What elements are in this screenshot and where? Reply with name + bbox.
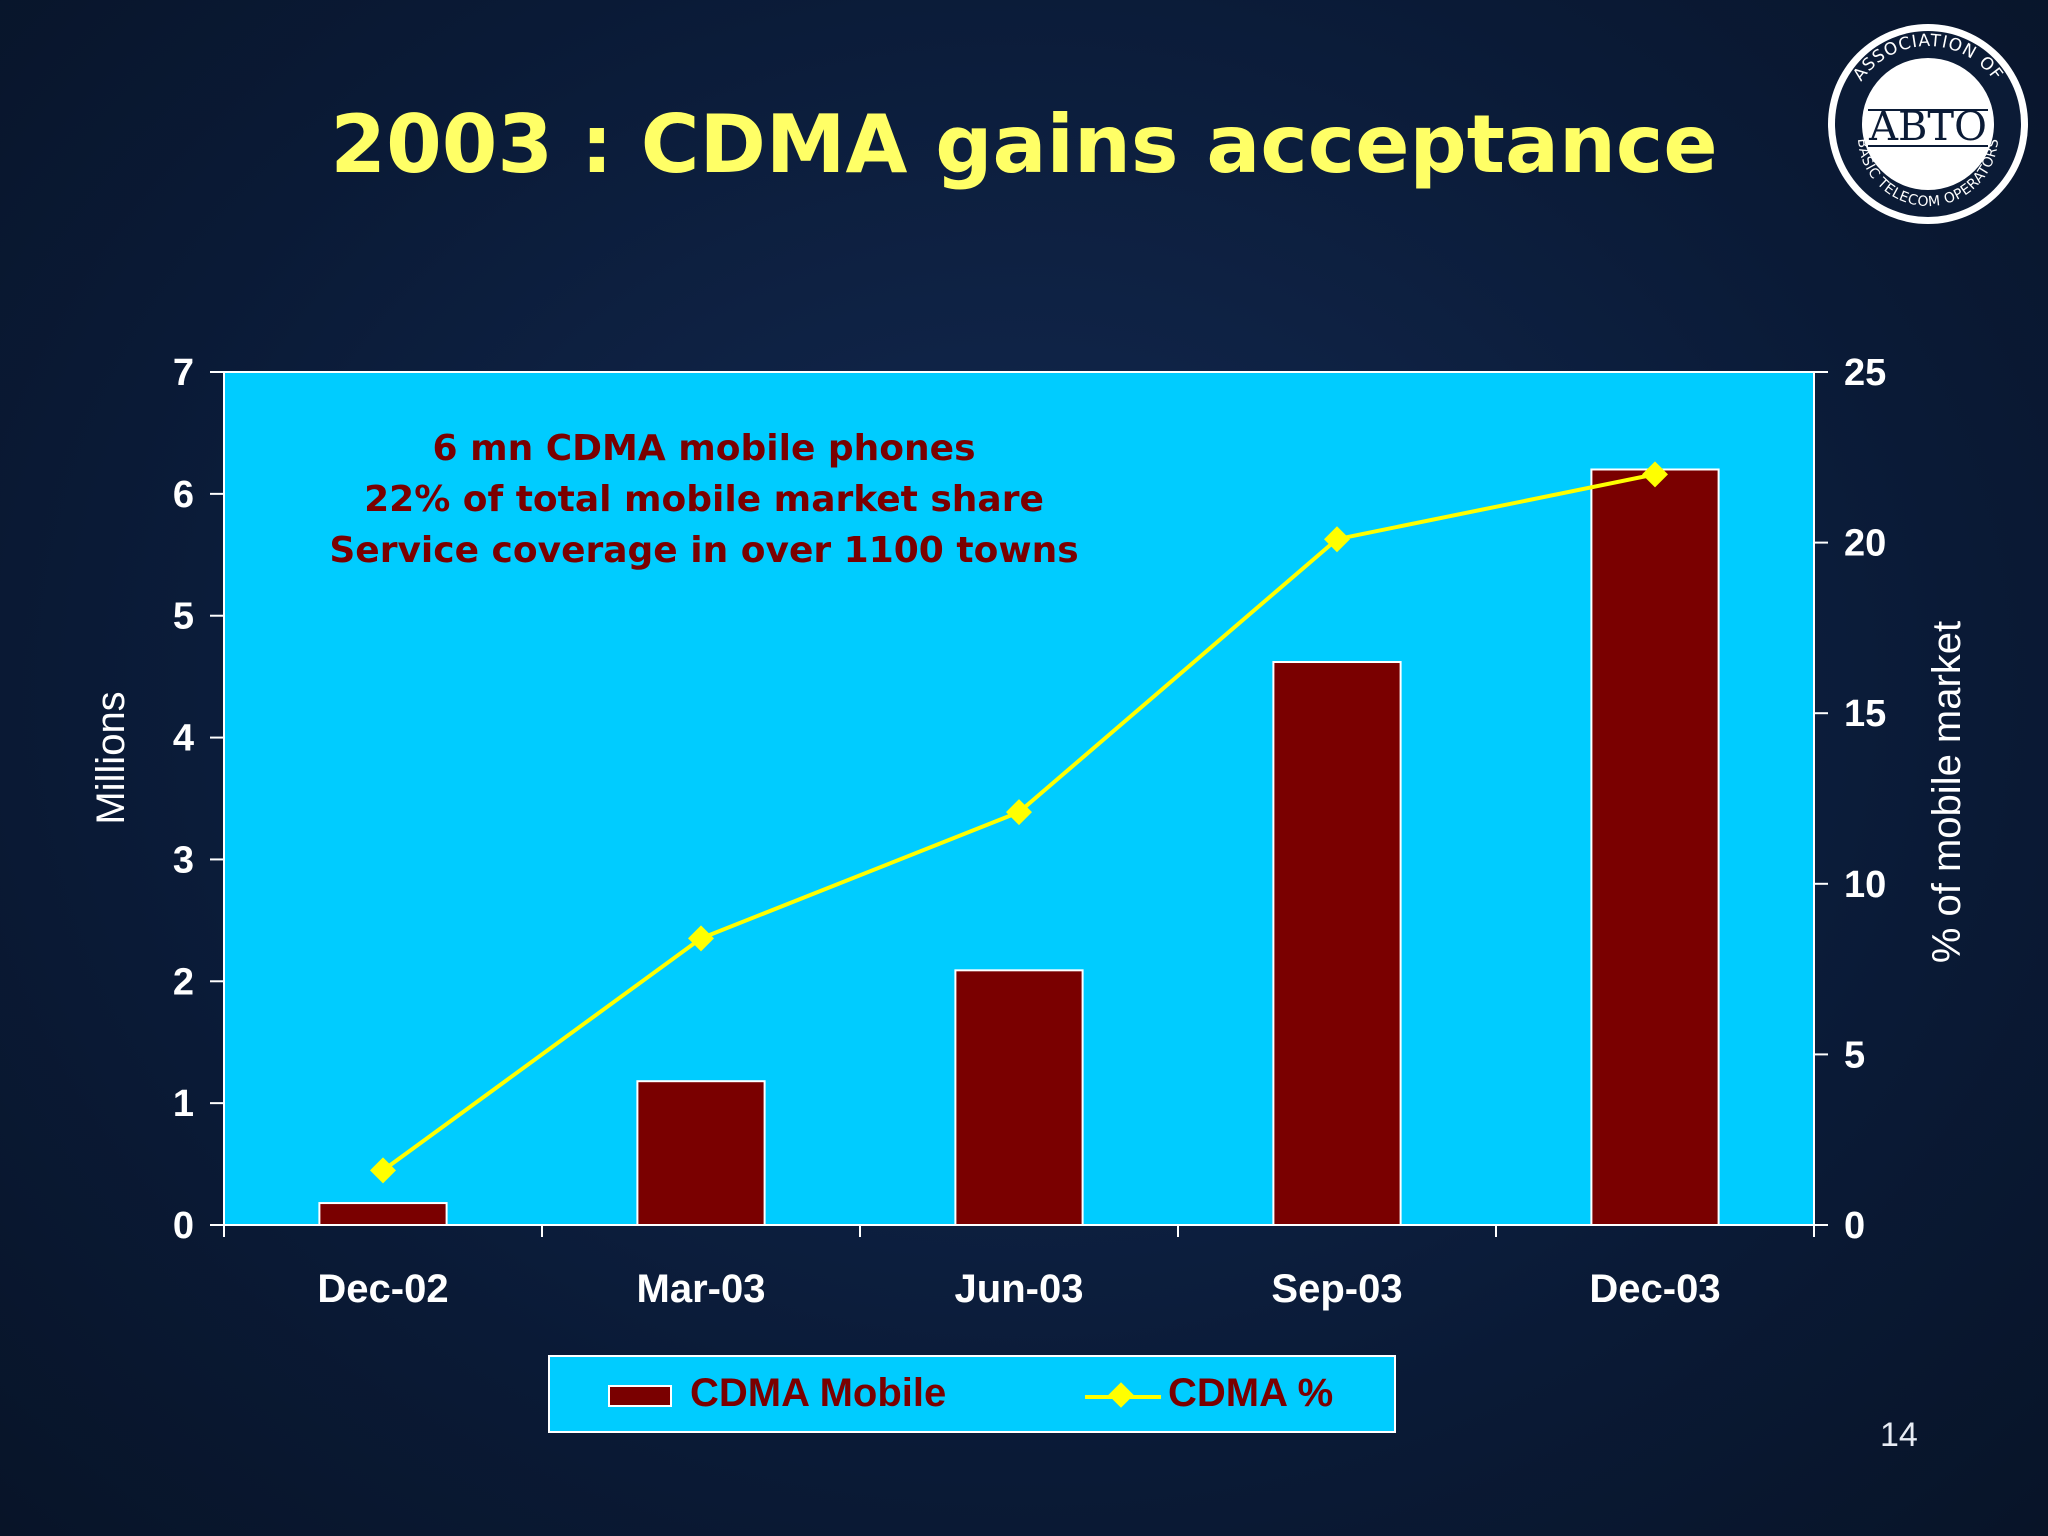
y-tick-label: 0 bbox=[173, 1205, 194, 1247]
bar-jun-03 bbox=[954, 969, 1084, 1226]
point-dec-02 bbox=[370, 1157, 396, 1184]
y-tick-label: 2 bbox=[173, 961, 194, 1003]
bar-sep-03 bbox=[1272, 661, 1402, 1226]
y2-tick-label: 0 bbox=[1844, 1205, 1865, 1247]
y-axis-label: Millions bbox=[89, 691, 133, 824]
annotation-block: 6 mn CDMA mobile phones 22% of total mob… bbox=[329, 428, 1078, 571]
chart-legend: CDMA Mobile CDMA % bbox=[548, 1355, 1396, 1433]
y-tick-label: 7 bbox=[173, 352, 194, 394]
point-mar-03 bbox=[688, 925, 714, 952]
x-tick-label: Dec-02 bbox=[317, 1267, 448, 1311]
abto-logo: ASSOCIATION OF BASIC TELECOM OPERATORS A… bbox=[1828, 24, 2028, 224]
bar-mar-03 bbox=[636, 1080, 766, 1227]
bar-dec-03 bbox=[1590, 468, 1720, 1226]
y2-tick-label: 10 bbox=[1844, 864, 1886, 906]
page-number: 14 bbox=[1880, 1416, 1918, 1454]
line-layer bbox=[370, 461, 1668, 1184]
annotation-line-3: Service coverage in over 1100 towns bbox=[329, 530, 1078, 571]
y2-axis-label: % of mobile market bbox=[1925, 621, 1969, 963]
x-tick-label: Sep-03 bbox=[1271, 1267, 1402, 1311]
legend-diamond-icon bbox=[1108, 1382, 1134, 1408]
y2-tick-label: 25 bbox=[1844, 352, 1886, 394]
y-tick-label: 4 bbox=[173, 718, 194, 760]
x-tick-label: Jun-03 bbox=[955, 1267, 1084, 1311]
legend-label-cdma-percent: CDMA % bbox=[1168, 1371, 1334, 1415]
slide-title: 2003 : CDMA gains acceptance bbox=[330, 98, 1718, 191]
y-tick-label: 3 bbox=[173, 839, 194, 881]
y-tick-label: 6 bbox=[173, 474, 194, 516]
legend-swatch-bar bbox=[608, 1385, 672, 1407]
x-tick-label: Dec-03 bbox=[1589, 1267, 1720, 1311]
y2-tick-label: 5 bbox=[1844, 1034, 1865, 1076]
annotation-line-1: 6 mn CDMA mobile phones bbox=[432, 428, 975, 469]
x-tick-label: Mar-03 bbox=[637, 1267, 766, 1311]
y2-tick-label: 15 bbox=[1844, 693, 1886, 735]
point-jun-03 bbox=[1006, 799, 1032, 826]
y-tick-label: 5 bbox=[173, 596, 194, 638]
y2-tick-label: 20 bbox=[1844, 523, 1886, 565]
svg-text:ABTO: ABTO bbox=[1868, 104, 1987, 150]
y-tick-label: 1 bbox=[173, 1083, 194, 1125]
axes-layer: 0 1 2 3 4 5 6 7 0 5 10 15 20 25 Dec-02 Mar-03 Jun-03 Sep-… bbox=[173, 352, 1886, 1311]
bars-layer bbox=[318, 468, 1720, 1227]
bar-dec-02 bbox=[318, 1202, 448, 1226]
point-dec-03 bbox=[1642, 461, 1668, 488]
annotation-line-2: 22% of total mobile market share bbox=[364, 479, 1044, 520]
point-sep-03 bbox=[1324, 526, 1350, 553]
legend-label-cdma-mobile: CDMA Mobile bbox=[690, 1371, 947, 1415]
